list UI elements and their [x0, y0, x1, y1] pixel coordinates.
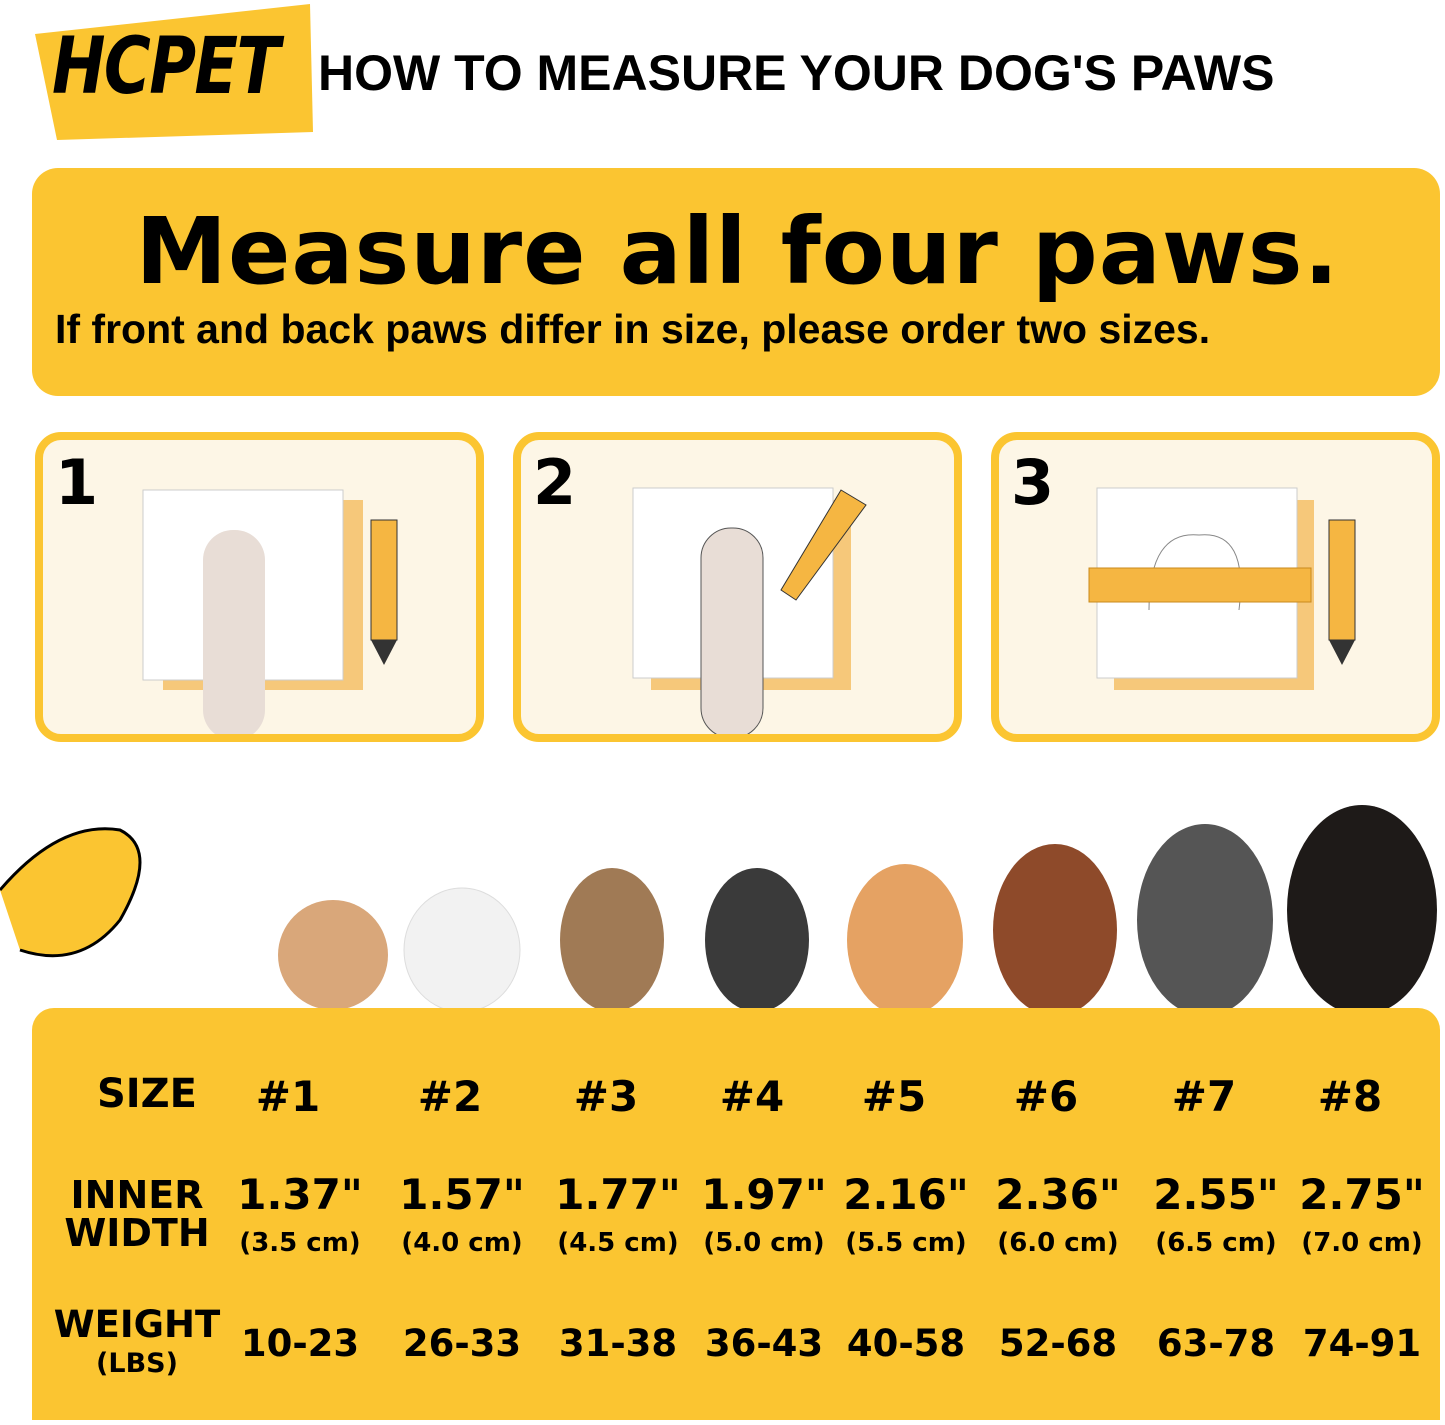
step-panel-1: 1 — [35, 432, 484, 742]
step-panel-2: 2 — [513, 432, 962, 742]
inner-width-cm: (5.5 cm) — [845, 1228, 967, 1258]
inner-width-cm: (3.5 cm) — [239, 1228, 361, 1258]
inner-width-cm: (6.0 cm) — [997, 1228, 1119, 1258]
dog-australian-shepherd — [993, 844, 1117, 1010]
dog-chihuahua — [278, 900, 388, 1010]
dog-schnauzer — [705, 868, 809, 1010]
size-row-label: SIZE — [96, 1071, 198, 1117]
size-chart — [32, 1008, 1440, 1420]
pencil-icon — [370, 519, 398, 665]
size-value: #4 — [719, 1072, 785, 1121]
logo-badge — [35, 4, 313, 140]
inner-width-inches: 1.57" — [399, 1170, 525, 1219]
width-row-label: INNER — [70, 1173, 204, 1217]
size-value: #8 — [1317, 1072, 1383, 1121]
brand-logo: HCPET — [52, 22, 280, 112]
dog-breeds-lineup — [0, 805, 1437, 1010]
inner-width-inches: 1.77" — [555, 1170, 681, 1219]
paw-on-paper-illustration — [142, 489, 398, 734]
banner-headline: Measure all four paws. — [135, 198, 1340, 305]
ruler-icon — [1088, 567, 1312, 603]
width-row-label: WIDTH — [64, 1211, 210, 1255]
weight-range: 63-78 — [1156, 1322, 1276, 1365]
size-value: #5 — [861, 1072, 927, 1121]
inner-width-cm: (4.5 cm) — [557, 1228, 679, 1258]
weight-range: 36-43 — [704, 1322, 824, 1365]
trace-paw-illustration — [632, 487, 867, 734]
page-title: HOW TO MEASURE YOUR DOG'S PAWS — [318, 45, 1275, 101]
inner-width-inches: 2.75" — [1299, 1170, 1425, 1219]
size-value: #6 — [1013, 1072, 1079, 1121]
dog-yorkie — [560, 868, 664, 1010]
inner-width-inches: 1.97" — [701, 1170, 827, 1219]
step-number: 1 — [55, 446, 99, 519]
decorative-swoosh — [0, 827, 142, 958]
size-value: #3 — [573, 1072, 639, 1121]
inner-width-cm: (7.0 cm) — [1301, 1228, 1423, 1258]
dog-bichon — [403, 887, 521, 1010]
ruler-measure-illustration — [1088, 487, 1356, 690]
inner-width-inches: 2.16" — [843, 1170, 969, 1219]
inner-width-cm: (6.5 cm) — [1155, 1228, 1277, 1258]
size-value: #7 — [1171, 1072, 1237, 1121]
inner-width-inches: 2.36" — [995, 1170, 1121, 1219]
size-value: #2 — [417, 1072, 483, 1121]
weight-range: 10-23 — [240, 1322, 360, 1365]
step-number: 2 — [533, 446, 577, 519]
banner-subline: If front and back paws differ in size, p… — [55, 306, 1211, 352]
weight-range: 26-33 — [402, 1322, 522, 1365]
dog-rottweiler — [1287, 805, 1437, 1010]
pencil-icon — [780, 489, 867, 601]
pencil-icon — [1328, 519, 1356, 665]
weight-row-label: WEIGHT — [53, 1303, 221, 1346]
dog-husky — [1137, 824, 1273, 1010]
inner-width-inches: 2.55" — [1153, 1170, 1279, 1219]
inner-width-cm: (5.0 cm) — [703, 1228, 825, 1258]
instruction-banner — [32, 168, 1440, 396]
weight-range: 74-91 — [1302, 1322, 1422, 1365]
dog-shiba — [847, 864, 963, 1010]
weight-unit-label: (LBS) — [96, 1348, 178, 1379]
weight-range: 52-68 — [998, 1322, 1118, 1365]
step-number: 3 — [1011, 446, 1055, 519]
inner-width-inches: 1.37" — [237, 1170, 363, 1219]
step-panel-3: 3 — [991, 432, 1440, 742]
inner-width-cm: (4.0 cm) — [401, 1228, 523, 1258]
weight-range: 31-38 — [558, 1322, 678, 1365]
weight-range: 40-58 — [846, 1322, 966, 1365]
size-value: #1 — [255, 1072, 321, 1121]
